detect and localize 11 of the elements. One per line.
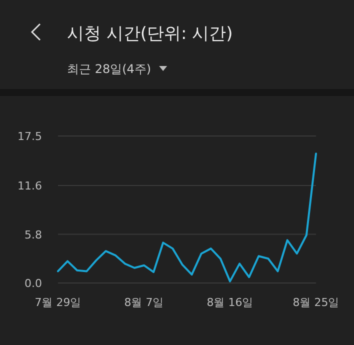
line-series xyxy=(57,152,317,282)
x-tick-label: 8월 16일 xyxy=(206,296,254,309)
x-tick-label: 8월 7일 xyxy=(124,296,164,309)
y-tick-label: 0.0 xyxy=(24,277,42,290)
x-tick-label: 7월 29일 xyxy=(34,296,82,309)
y-tick-label: 11.6 xyxy=(18,180,42,193)
y-tick-label: 17.5 xyxy=(18,130,42,143)
chart-subtitle: 최근 28일(4주) xyxy=(67,62,152,76)
chart-title: 시청 시간(단위: 시간) xyxy=(67,24,233,44)
x-tick-label: 8월 25일 xyxy=(292,296,340,309)
y-tick-label: 5.8 xyxy=(24,228,42,242)
